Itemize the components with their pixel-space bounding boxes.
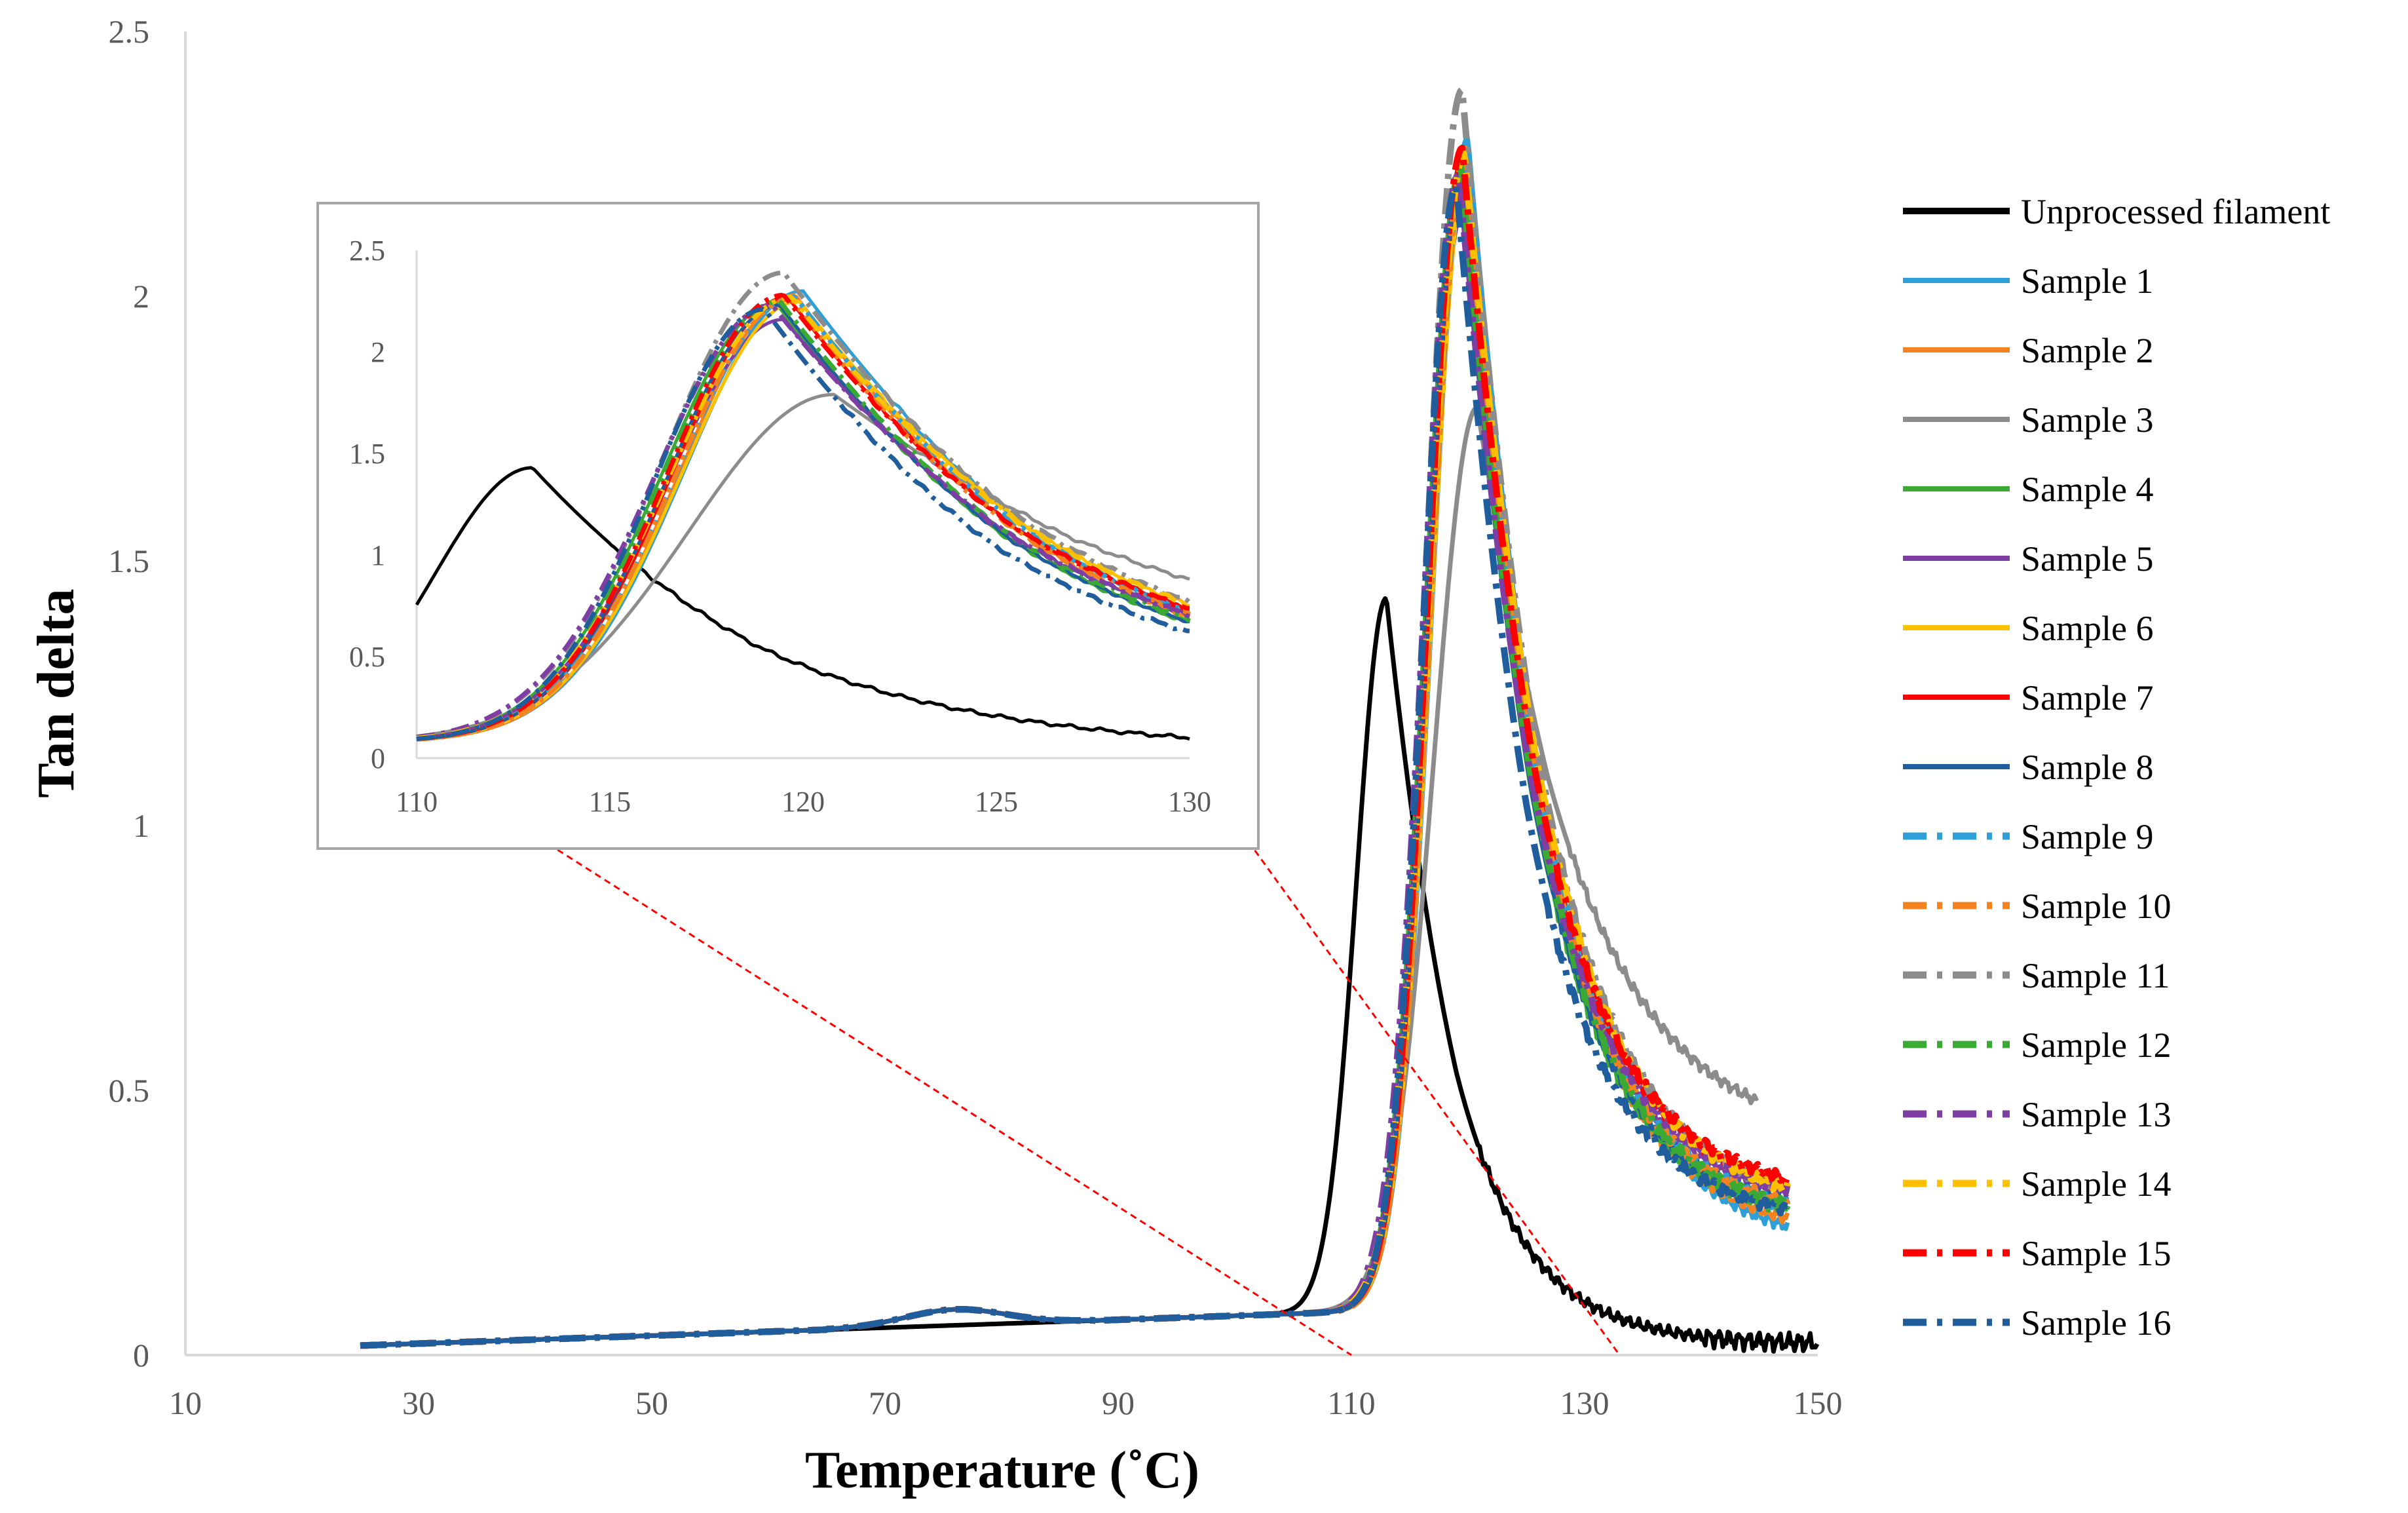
legend-label: Sample 15 (2021, 1234, 2171, 1273)
legend-label: Sample 1 (2021, 261, 2153, 301)
inset-x-tick-label: 125 (975, 786, 1018, 818)
y-tick-label: 0 (133, 1337, 149, 1373)
x-tick-label: 90 (1102, 1385, 1135, 1421)
inset-x-tick-label: 130 (1168, 786, 1211, 818)
legend-label: Sample 13 (2021, 1095, 2171, 1134)
series-line (358, 182, 1790, 1349)
zoom-connectors (416, 759, 1621, 1356)
legend-label: Sample 12 (2021, 1025, 2171, 1065)
y-tick-label: 1.5 (109, 543, 150, 579)
zoom-connector-left (416, 759, 1352, 1356)
inset-y-tick-label: 0 (371, 742, 385, 775)
x-tick-label: 10 (169, 1385, 202, 1421)
legend-label: Unprocessed filament (2021, 192, 2330, 231)
inset-y-tick-label: 0.5 (349, 641, 385, 673)
inset-plot: 110 115 120 125 130 0 0.5 1 1.5 2 2.5 (316, 202, 1260, 850)
x-tick-label: 50 (635, 1385, 668, 1421)
inset-x-tick-label: 110 (396, 786, 438, 818)
x-axis-title: Temperature (˚C) (805, 1442, 1199, 1499)
inset-series-line (416, 296, 1192, 742)
inset-series-line (415, 466, 1190, 741)
y-tick-label: 2 (133, 278, 149, 315)
legend-label: Sample 2 (2021, 331, 2153, 370)
legend-label: Sample 14 (2021, 1164, 2171, 1204)
legend-label: Sample 5 (2021, 539, 2153, 579)
legend-label: Sample 4 (2021, 470, 2153, 509)
inset-y-tick-label: 2 (371, 336, 385, 368)
legend-label: Sample 6 (2021, 609, 2153, 648)
inset-series-line (416, 307, 1190, 741)
x-tick-label: 70 (869, 1385, 901, 1421)
legend: Unprocessed filament Sample 1 Sample 2 Samp… (1903, 192, 2330, 1343)
legend-label: Sample 3 (2021, 400, 2153, 440)
inset-y-tick-label: 1.5 (349, 438, 385, 470)
legend-label: Sample 10 (2021, 887, 2171, 926)
legend-label: Sample 8 (2021, 748, 2153, 787)
legend-label: Sample 9 (2021, 817, 2153, 856)
x-tick-label: 110 (1327, 1385, 1375, 1421)
inset-x-tick-label: 115 (589, 786, 631, 818)
inset-series-line (416, 292, 1190, 742)
legend-label: Sample 11 (2021, 956, 2170, 995)
y-tick-label: 2.5 (109, 13, 150, 50)
y-tick-label: 1 (133, 807, 149, 844)
legend-label: Sample 7 (2021, 678, 2153, 718)
y-axis-title: Tan delta (28, 588, 85, 797)
inset-x-tick-label: 120 (781, 786, 825, 818)
y-tick-label: 0.5 (109, 1072, 150, 1109)
x-tick-label: 150 (1794, 1385, 1843, 1421)
inset-y-tick-label: 1 (371, 539, 385, 571)
inset-series-line (416, 303, 1191, 740)
legend-label: Sample 16 (2021, 1303, 2171, 1343)
inset-y-tick-label: 2.5 (349, 235, 385, 267)
x-tick-label: 130 (1560, 1385, 1609, 1421)
x-tick-label: 30 (402, 1385, 435, 1421)
